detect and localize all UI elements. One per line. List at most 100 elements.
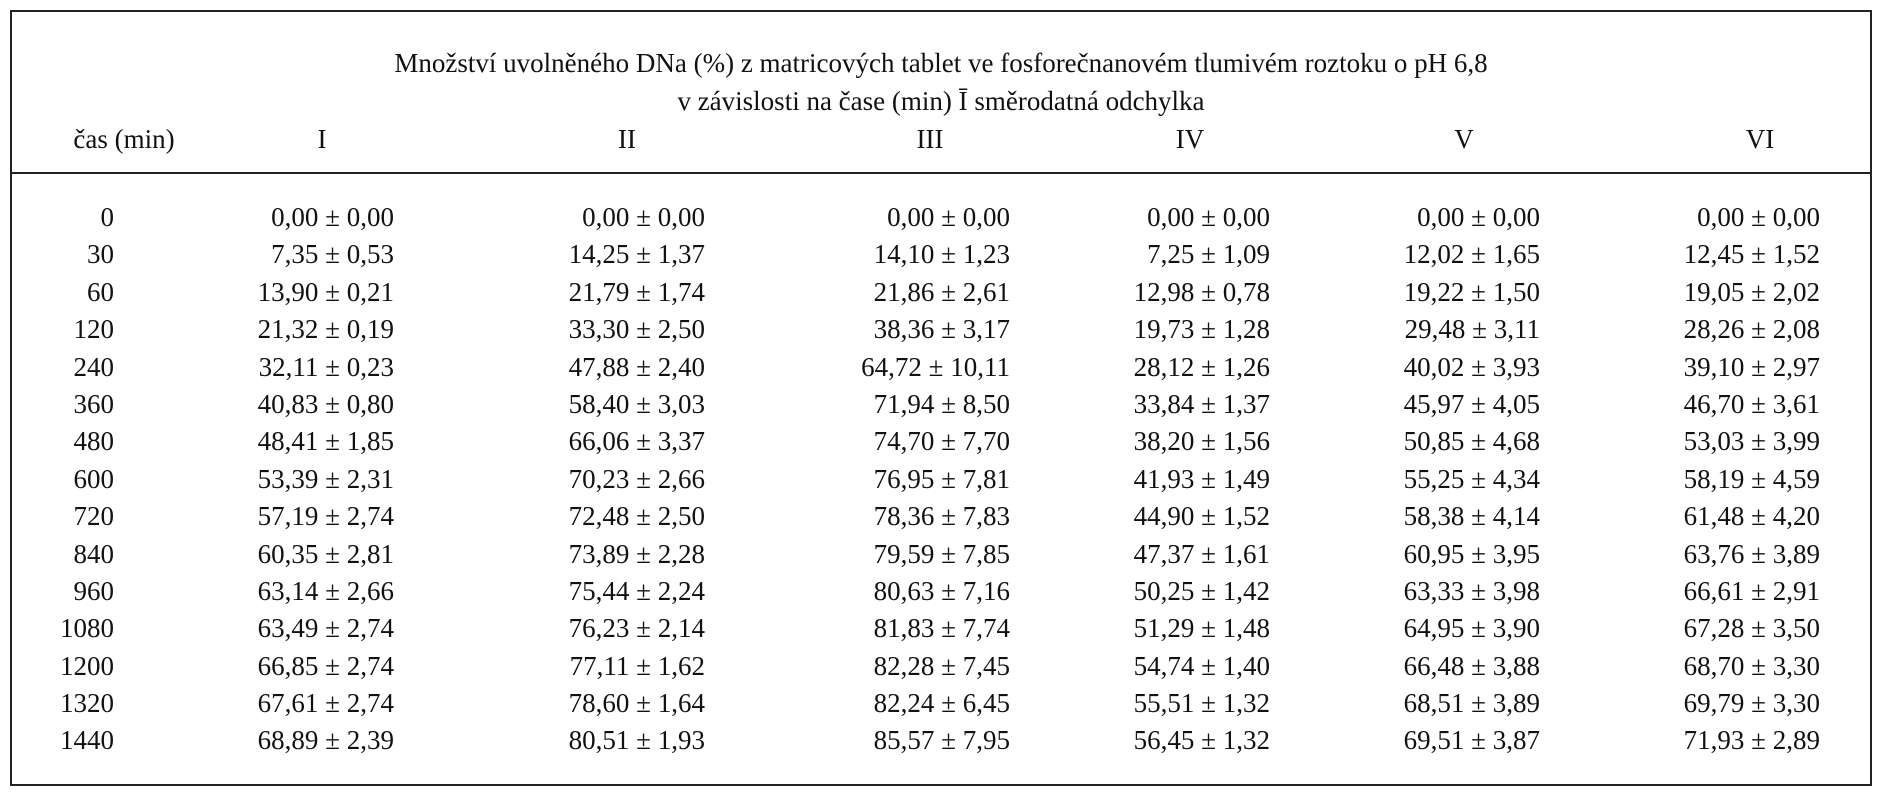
value-cell-col-3: 71,94 ± 8,50 xyxy=(873,388,1010,419)
value-cell-col-3: 81,83 ± 7,74 xyxy=(873,613,1010,644)
value-cell-col-5: 58,38 ± 4,14 xyxy=(1403,501,1540,532)
value-cell-col-3: 85,57 ± 7,95 xyxy=(873,725,1010,756)
value-cell-col-5: 60,95 ± 3,95 xyxy=(1403,538,1540,569)
value-cell-col-2: 75,44 ± 2,24 xyxy=(568,575,705,606)
value-cell-col-2: 21,79 ± 1,74 xyxy=(568,276,705,307)
value-cell-col-3: 80,63 ± 7,16 xyxy=(873,575,1010,606)
value-cell-col-3: 0,00 ± 0,00 xyxy=(887,202,1010,232)
value-cell-col-2: 33,30 ± 2,50 xyxy=(568,314,705,345)
table-row: 1200 66,85 ± 2,74 77,11 ± 1,62 82,28 ± 7,45… xyxy=(12,651,1870,688)
header-col-5: V xyxy=(1454,124,1474,154)
time-cell: 1320 xyxy=(60,688,114,719)
value-cell-col-2: 73,89 ± 2,28 xyxy=(568,538,705,569)
table-body: 0 0,00 ± 0,00 0,00 ± 0,00 0,00 ± 0,00 0,00 ±… xyxy=(12,202,1870,763)
value-cell-col-3: 21,86 ± 2,61 xyxy=(873,276,1010,307)
table-row: 120 21,32 ± 0,19 33,30 ± 2,50 38,36 ± 3,17 1… xyxy=(12,314,1870,351)
value-cell-col-6: 61,48 ± 4,20 xyxy=(1683,501,1820,532)
value-cell-col-5: 69,51 ± 3,87 xyxy=(1403,725,1540,756)
value-cell-col-1: 40,83 ± 0,80 xyxy=(257,388,394,419)
value-cell-col-6: 12,45 ± 1,52 xyxy=(1683,239,1820,270)
table-row: 1320 67,61 ± 2,74 78,60 ± 1,64 82,24 ± 6,45… xyxy=(12,688,1870,725)
time-cell: 60 xyxy=(87,276,114,307)
value-cell-col-2: 78,60 ± 1,64 xyxy=(568,688,705,719)
value-cell-col-1: 68,89 ± 2,39 xyxy=(257,725,394,756)
time-cell: 360 xyxy=(73,388,115,419)
value-cell-col-3: 78,36 ± 7,83 xyxy=(873,501,1010,532)
table-row: 30 7,35 ± 0,53 14,25 ± 1,37 14,10 ± 1,23 7,2… xyxy=(12,239,1870,276)
value-cell-col-4: 44,90 ± 1,52 xyxy=(1133,501,1270,532)
time-cell: 1440 xyxy=(60,725,114,756)
header-time: čas (min) xyxy=(73,124,175,154)
value-cell-col-5: 66,48 ± 3,88 xyxy=(1403,650,1540,681)
table-row: 1440 68,89 ± 2,39 80,51 ± 1,93 85,57 ± 7,95… xyxy=(12,725,1870,762)
time-cell: 1080 xyxy=(60,613,114,644)
value-cell-col-5: 68,51 ± 3,89 xyxy=(1403,688,1540,719)
value-cell-col-2: 66,06 ± 3,37 xyxy=(568,426,705,457)
time-cell: 1200 xyxy=(60,650,114,681)
value-cell-col-6: 19,05 ± 2,02 xyxy=(1683,276,1820,307)
value-cell-col-1: 32,11 ± 0,23 xyxy=(258,351,394,382)
value-cell-col-5: 40,02 ± 3,93 xyxy=(1403,351,1540,382)
table-row: 60 13,90 ± 0,21 21,79 ± 1,74 21,86 ± 2,61 12… xyxy=(12,277,1870,314)
value-cell-col-2: 0,00 ± 0,00 xyxy=(582,202,705,232)
value-cell-col-1: 66,85 ± 2,74 xyxy=(257,650,394,681)
value-cell-col-4: 19,73 ± 1,28 xyxy=(1133,314,1270,345)
value-cell-col-6: 67,28 ± 3,50 xyxy=(1683,613,1820,644)
value-cell-col-1: 7,35 ± 0,53 xyxy=(271,239,394,270)
value-cell-col-4: 56,45 ± 1,32 xyxy=(1133,725,1270,756)
time-cell: 480 xyxy=(73,426,115,457)
value-cell-col-6: 69,79 ± 3,30 xyxy=(1683,688,1820,719)
value-cell-col-6: 39,10 ± 2,97 xyxy=(1683,351,1820,382)
value-cell-col-1: 63,14 ± 2,66 xyxy=(257,575,394,606)
value-cell-col-1: 13,90 ± 0,21 xyxy=(257,276,394,307)
header-col-6: VI xyxy=(1745,124,1775,154)
value-cell-col-2: 77,11 ± 1,62 xyxy=(569,650,705,681)
value-cell-col-1: 21,32 ± 0,19 xyxy=(257,314,394,345)
value-cell-col-4: 54,74 ± 1,40 xyxy=(1133,650,1270,681)
header-col-1: I xyxy=(317,124,327,154)
value-cell-col-5: 29,48 ± 3,11 xyxy=(1404,314,1540,345)
value-cell-col-4: 41,93 ± 1,49 xyxy=(1133,463,1270,494)
value-cell-col-3: 82,28 ± 7,45 xyxy=(873,650,1010,681)
value-cell-col-5: 45,97 ± 4,05 xyxy=(1403,388,1540,419)
value-cell-col-4: 7,25 ± 1,09 xyxy=(1147,239,1270,270)
table-row: 360 40,83 ± 0,80 58,40 ± 3,03 71,94 ± 8,50 3… xyxy=(12,389,1870,426)
value-cell-col-6: 58,19 ± 4,59 xyxy=(1683,463,1820,494)
value-cell-col-1: 48,41 ± 1,85 xyxy=(257,426,394,457)
value-cell-col-5: 12,02 ± 1,65 xyxy=(1403,239,1540,270)
table-frame: Množství uvolněného DNa (%) z matricovýc… xyxy=(10,10,1872,786)
value-cell-col-1: 0,00 ± 0,00 xyxy=(271,202,394,232)
value-cell-col-3: 74,70 ± 7,70 xyxy=(873,426,1010,457)
value-cell-col-4: 47,37 ± 1,61 xyxy=(1133,538,1270,569)
value-cell-col-4: 12,98 ± 0,78 xyxy=(1133,276,1270,307)
value-cell-col-3: 82,24 ± 6,45 xyxy=(873,688,1010,719)
time-cell: 0 xyxy=(100,202,115,232)
value-cell-col-2: 76,23 ± 2,14 xyxy=(568,613,705,644)
value-cell-col-2: 70,23 ± 2,66 xyxy=(568,463,705,494)
value-cell-col-6: 46,70 ± 3,61 xyxy=(1683,388,1820,419)
value-cell-col-6: 0,00 ± 0,00 xyxy=(1697,202,1820,232)
table-row: 960 63,14 ± 2,66 75,44 ± 2,24 80,63 ± 7,16 5… xyxy=(12,576,1870,613)
value-cell-col-5: 50,85 ± 4,68 xyxy=(1403,426,1540,457)
table-row: 1080 63,49 ± 2,74 76,23 ± 2,14 81,83 ± 7,74… xyxy=(12,613,1870,650)
value-cell-col-2: 47,88 ± 2,40 xyxy=(568,351,705,382)
table-row: 840 60,35 ± 2,81 73,89 ± 2,28 79,59 ± 7,85 4… xyxy=(12,539,1870,576)
value-cell-col-5: 64,95 ± 3,90 xyxy=(1403,613,1540,644)
value-cell-col-1: 57,19 ± 2,74 xyxy=(257,501,394,532)
value-cell-col-2: 80,51 ± 1,93 xyxy=(568,725,705,756)
time-cell: 120 xyxy=(73,314,115,345)
value-cell-col-1: 53,39 ± 2,31 xyxy=(257,463,394,494)
value-cell-col-2: 14,25 ± 1,37 xyxy=(568,239,705,270)
header-col-4: IV xyxy=(1175,124,1205,154)
value-cell-col-3: 64,72 ± 10,11 xyxy=(861,351,1010,382)
time-cell: 840 xyxy=(73,538,115,569)
table-caption-line-2: v závislosti na čase (min) Ī směrodatná … xyxy=(677,86,1205,116)
value-cell-col-1: 60,35 ± 2,81 xyxy=(257,538,394,569)
table-row: 0 0,00 ± 0,00 0,00 ± 0,00 0,00 ± 0,00 0,00 ±… xyxy=(12,202,1870,239)
value-cell-col-4: 0,00 ± 0,00 xyxy=(1147,202,1270,232)
value-cell-col-2: 72,48 ± 2,50 xyxy=(568,501,705,532)
table-row: 480 48,41 ± 1,85 66,06 ± 3,37 74,70 ± 7,70 3… xyxy=(12,426,1870,463)
value-cell-col-5: 55,25 ± 4,34 xyxy=(1403,463,1540,494)
time-cell: 720 xyxy=(73,501,115,532)
value-cell-col-6: 28,26 ± 2,08 xyxy=(1683,314,1820,345)
